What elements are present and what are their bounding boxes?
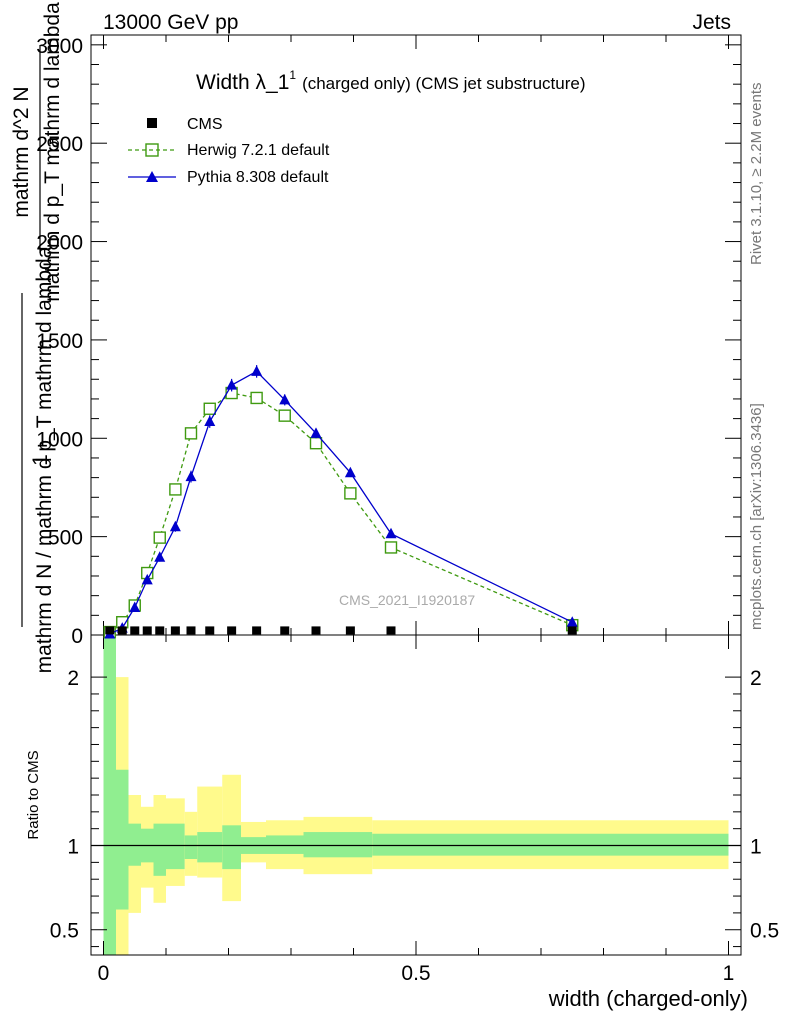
herwig-point <box>384 541 398 554</box>
cms-data-point <box>105 626 115 635</box>
ratio-band-inner <box>303 832 329 858</box>
y-tick-label: 1500 <box>36 330 83 353</box>
mcplots-label: mcplots.cern.ch [arXiv:1306.3436] <box>748 403 765 630</box>
ratio-band-inner <box>128 823 141 866</box>
herwig-point <box>203 402 216 415</box>
pythia-point <box>154 551 166 562</box>
herwig-point <box>344 487 357 500</box>
pythia-point <box>204 415 216 427</box>
legend-cms-label: CMS <box>187 116 223 133</box>
cms-data-point <box>567 626 577 635</box>
plot-title: Width λ_11 (charged only) (CMS jet substr… <box>196 68 586 94</box>
main-ylabel: 1 mathrm d N / mathrm d p_T mathrm d lam… <box>10 2 64 673</box>
herwig-point <box>184 427 198 440</box>
x-tick-label: 0.5 <box>401 962 430 985</box>
ratio-band-inner <box>372 833 729 856</box>
x-tick-label: 0 <box>98 962 110 985</box>
legend-herwig-label: Herwig 7.2.1 default <box>187 142 330 159</box>
series-layer <box>103 365 579 639</box>
ratio-y-tick-label-right: 0.5 <box>750 920 779 943</box>
legend-pythia-marker <box>146 171 158 182</box>
pythia-point <box>566 616 578 627</box>
ratio-band-inner <box>103 635 116 955</box>
legend-cms-marker <box>147 118 157 128</box>
x-tick-label: 1 <box>723 962 735 985</box>
legend: CMS Herwig 7.2.1 default Pythia 8.308 de… <box>128 116 330 186</box>
ylabel-denominator: mathrm d N / mathrm d p_T mathrm d lambd… <box>33 246 56 673</box>
ratio-ylabel: Ratio to CMS <box>25 750 42 839</box>
ratio-y-tick-label-right: 1 <box>750 836 762 859</box>
herwig-point <box>309 436 323 450</box>
herwig-point <box>169 483 182 496</box>
ratio-band-inner <box>266 835 304 854</box>
pythia-point <box>185 470 197 482</box>
herwig-point <box>278 409 291 422</box>
cms-data-point <box>130 626 140 635</box>
cms-data-point <box>345 626 355 635</box>
category-label: Jets <box>692 11 731 34</box>
cms-data-point <box>186 626 196 635</box>
main-axis-ticks: 0 500 1000 1500 2000 2500 3000 <box>36 35 741 648</box>
cms-data-point <box>170 626 180 635</box>
pythia-point <box>169 520 181 532</box>
ratio-band-inner <box>328 832 373 858</box>
legend-pythia-label: Pythia 8.308 default <box>187 169 329 186</box>
ratio-band-inner <box>116 769 129 910</box>
legend-herwig-marker <box>145 143 159 157</box>
pythia-point <box>141 573 153 585</box>
ratio-bands <box>91 635 741 955</box>
pythia-point <box>226 379 238 390</box>
ratio-band-inner <box>166 823 185 870</box>
ratio-band-inner <box>197 832 223 863</box>
ratio-axis-ticks: 0.5 0.5 1 1 2 2 0 0.5 1 <box>50 635 779 985</box>
pythia-point <box>385 527 397 539</box>
pythia-point <box>310 427 322 438</box>
pythia-point <box>129 601 141 612</box>
cms-data-point <box>142 626 152 635</box>
cms-data-point <box>155 626 165 635</box>
y-tick-label: 0 <box>71 625 83 648</box>
y-tick-label: 2500 <box>36 133 83 156</box>
ratio-y-tick-label-right: 2 <box>750 667 762 690</box>
ratio-band-inner <box>153 823 166 876</box>
ratio-y-tick-label: 1 <box>67 836 79 859</box>
ylabel-numerator-one: 1 <box>29 454 52 466</box>
herwig-point <box>250 391 263 405</box>
rivet-label: Rivet 3.1.10, ≥ 2.2M events <box>748 83 765 266</box>
y-tick-label: 2000 <box>36 232 83 255</box>
y-tick-label: 500 <box>48 527 83 550</box>
cms-data-point <box>311 626 321 635</box>
energy-label: 13000 GeV pp <box>103 11 238 34</box>
cms-data-point <box>252 626 262 635</box>
xlabel: width (charged-only) <box>548 986 748 1011</box>
ratio-y-tick-label: 2 <box>67 667 79 690</box>
pythia-point <box>251 365 263 376</box>
cms-data-point <box>280 626 290 635</box>
ratio-y-tick-label: 0.5 <box>50 920 79 943</box>
ratio-band-inner <box>222 825 241 870</box>
herwig-point <box>153 531 166 544</box>
pythia-point <box>279 393 291 405</box>
cms-data-point <box>117 626 127 635</box>
cms-data-point <box>205 626 215 635</box>
ylabel-inner-denominator: mathrm d p_T mathrm d lambda <box>41 2 64 302</box>
cms-data-point <box>386 626 396 635</box>
ylabel-inner-numerator: mathrm d^2 N <box>10 86 33 217</box>
pythia-point <box>344 466 356 478</box>
cms-data-point <box>227 626 237 635</box>
y-tick-label: 1000 <box>36 428 83 451</box>
ratio-band-inner <box>184 835 198 859</box>
ratio-frame <box>90 634 742 956</box>
y-tick-label: 3000 <box>36 35 83 58</box>
analysis-watermark: CMS_2021_I1920187 <box>339 592 475 608</box>
